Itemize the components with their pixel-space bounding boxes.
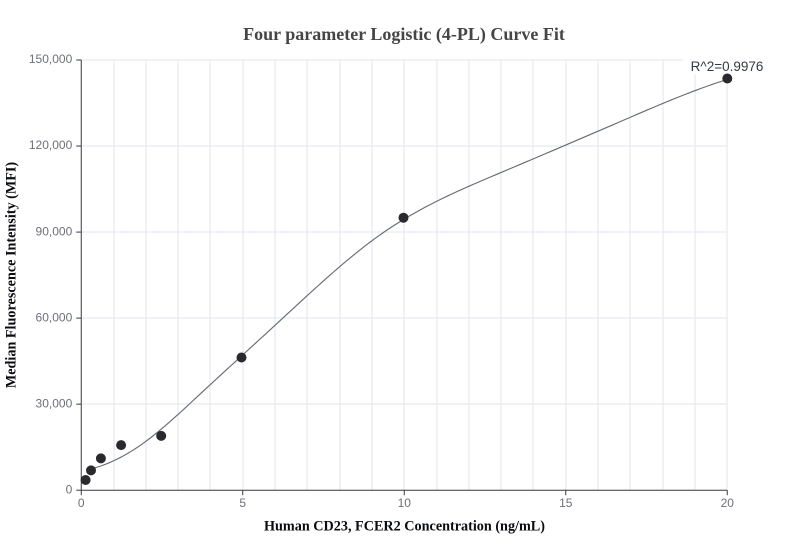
svg-text:Four parameter Logistic (4-PL): Four parameter Logistic (4-PL) Curve Fit: [243, 24, 565, 45]
svg-text:Median Fluorescence Intensity: Median Fluorescence Intensity (MFI): [3, 162, 19, 389]
svg-text:15: 15: [559, 496, 573, 510]
svg-text:0: 0: [78, 496, 85, 510]
svg-text:60,000: 60,000: [36, 310, 73, 324]
svg-text:150,000: 150,000: [29, 52, 73, 66]
svg-text:R^2=0.9976: R^2=0.9976: [691, 59, 764, 74]
svg-text:0: 0: [66, 482, 73, 496]
svg-text:Human CD23, FCER2 Concentratio: Human CD23, FCER2 Concentration (ng/mL): [264, 518, 545, 534]
svg-text:10: 10: [398, 496, 412, 510]
svg-text:120,000: 120,000: [29, 138, 73, 152]
svg-text:5: 5: [239, 496, 246, 510]
svg-text:20: 20: [721, 496, 735, 510]
svg-text:30,000: 30,000: [36, 396, 73, 410]
svg-text:90,000: 90,000: [36, 224, 73, 238]
